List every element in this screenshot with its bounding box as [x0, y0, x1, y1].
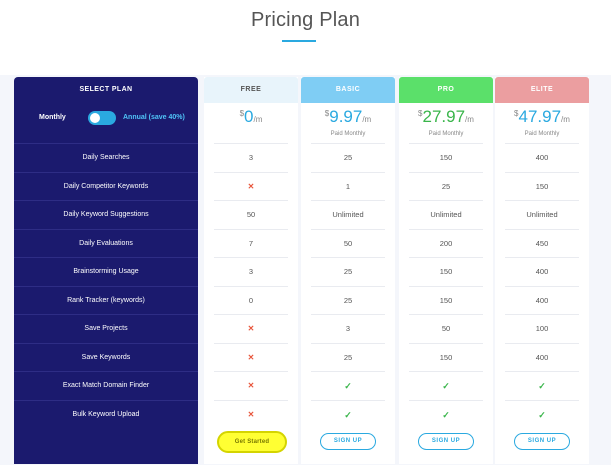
feature-value: 450 [505, 228, 579, 257]
feature-value: 25 [311, 257, 385, 285]
feature-value: 3 [311, 314, 385, 342]
plan-column-free: FREE $0/m 3 ✕ 50 7 3 0 ✕ ✕ ✕ ✕ Get Started [204, 77, 298, 464]
feature-value: 150 [409, 257, 483, 285]
included-check-icon: ✓ [409, 371, 483, 399]
feature-value: 1 [311, 171, 385, 200]
feature-label: Bulk Keyword Upload [14, 399, 198, 428]
billing-period-toggle[interactable] [88, 111, 116, 125]
feature-value: 25 [311, 285, 385, 314]
price-amount: 0 [244, 107, 254, 126]
feature-label: Daily Evaluations [14, 228, 198, 257]
currency-symbol: $ [239, 109, 245, 118]
feature-label: Save Keywords [14, 342, 198, 371]
select-plan-header: SELECT PLAN [79, 86, 133, 93]
price-amount: 9.97 [329, 107, 363, 126]
feature-value: Unlimited [409, 200, 483, 228]
plan-name: FREE [204, 77, 298, 103]
feature-value: 200 [409, 228, 483, 257]
currency-symbol: $ [324, 109, 330, 118]
feature-label: Brainstorming Usage [14, 257, 198, 285]
not-included-icon: ✕ [214, 171, 288, 200]
price-period: /m [253, 115, 263, 124]
feature-value: 0 [214, 285, 288, 314]
included-check-icon: ✓ [311, 399, 385, 428]
plan-price: $27.97/m [399, 107, 493, 131]
price-amount: 47.97 [518, 107, 562, 126]
billing-note: Paid Monthly [428, 131, 464, 137]
feature-value: 50 [214, 200, 288, 228]
sign-up-button[interactable]: SIGN UP [418, 433, 474, 450]
currency-symbol: $ [418, 109, 423, 118]
included-check-icon: ✓ [505, 371, 579, 399]
billing-note: Paid Monthly [330, 131, 366, 137]
feature-label: Save Projects [14, 314, 198, 342]
feature-value: 400 [505, 257, 579, 285]
plan-name: PRO [399, 77, 493, 103]
included-check-icon: ✓ [409, 399, 483, 428]
not-included-icon: ✕ [214, 371, 288, 399]
feature-value: 400 [505, 342, 579, 371]
price-period: /m [362, 115, 372, 124]
included-check-icon: ✓ [505, 399, 579, 428]
sign-up-button[interactable]: SIGN UP [514, 433, 570, 450]
toggle-knob [90, 113, 100, 123]
feature-label: Rank Tracker (keywords) [14, 285, 198, 314]
title-underline [282, 40, 316, 42]
billing-note: Paid Monthly [524, 131, 560, 137]
feature-value: 400 [505, 143, 579, 171]
plan-name: ELITE [495, 77, 589, 103]
not-included-icon: ✕ [214, 399, 288, 428]
feature-value: 3 [214, 143, 288, 171]
billing-toggle-row: Monthly Annual (save 40%) [14, 106, 198, 132]
feature-column: SELECT PLAN Monthly Annual (save 40%) Da… [14, 77, 198, 464]
plan-price: $9.97/m [301, 107, 395, 131]
included-check-icon: ✓ [311, 371, 385, 399]
not-included-icon: ✕ [214, 342, 288, 371]
get-started-button[interactable]: Get Started [217, 431, 287, 453]
plan-column-elite: ELITE $47.97/m Paid Monthly 400 150 Unlimited… [495, 77, 589, 464]
plan-price: $47.97/m [495, 107, 589, 131]
page-title: Pricing Plan [250, 9, 361, 31]
feature-value: 25 [409, 171, 483, 200]
feature-value: 150 [409, 285, 483, 314]
plan-price: $0/m [204, 107, 298, 131]
feature-label: Daily Keyword Suggestions [14, 200, 198, 228]
feature-value: 50 [311, 228, 385, 257]
feature-label: Exact Match Domain Finder [14, 371, 198, 399]
feature-value: 25 [311, 143, 385, 171]
plan-column-pro: PRO $27.97/m Paid Monthly 150 25 Unlimited 200… [399, 77, 493, 464]
plan-name: BASIC [301, 77, 395, 103]
currency-symbol: $ [514, 109, 519, 118]
sign-up-button[interactable]: SIGN UP [320, 433, 376, 450]
feature-value: 100 [505, 314, 579, 342]
price-period: /m [465, 115, 474, 124]
price-period: /m [561, 115, 570, 124]
price-amount: 27.97 [422, 107, 466, 126]
feature-value: 150 [505, 171, 579, 200]
plan-column-basic: BASIC $9.97/m Paid Monthly 25 1 Unlimited 50 25… [301, 77, 395, 464]
feature-value: 150 [409, 342, 483, 371]
monthly-label[interactable]: Monthly [39, 114, 66, 121]
feature-value: 50 [409, 314, 483, 342]
annual-label[interactable]: Annual (save 40%) [123, 114, 185, 121]
not-included-icon: ✕ [214, 314, 288, 342]
feature-label: Daily Searches [14, 143, 198, 171]
feature-value: 3 [214, 257, 288, 285]
feature-value: 25 [311, 342, 385, 371]
feature-value: Unlimited [505, 200, 579, 228]
feature-value: Unlimited [311, 200, 385, 228]
feature-value: 7 [214, 228, 288, 257]
feature-value: 400 [505, 285, 579, 314]
feature-label: Daily Competitor Keywords [14, 171, 198, 200]
feature-value: 150 [409, 143, 483, 171]
